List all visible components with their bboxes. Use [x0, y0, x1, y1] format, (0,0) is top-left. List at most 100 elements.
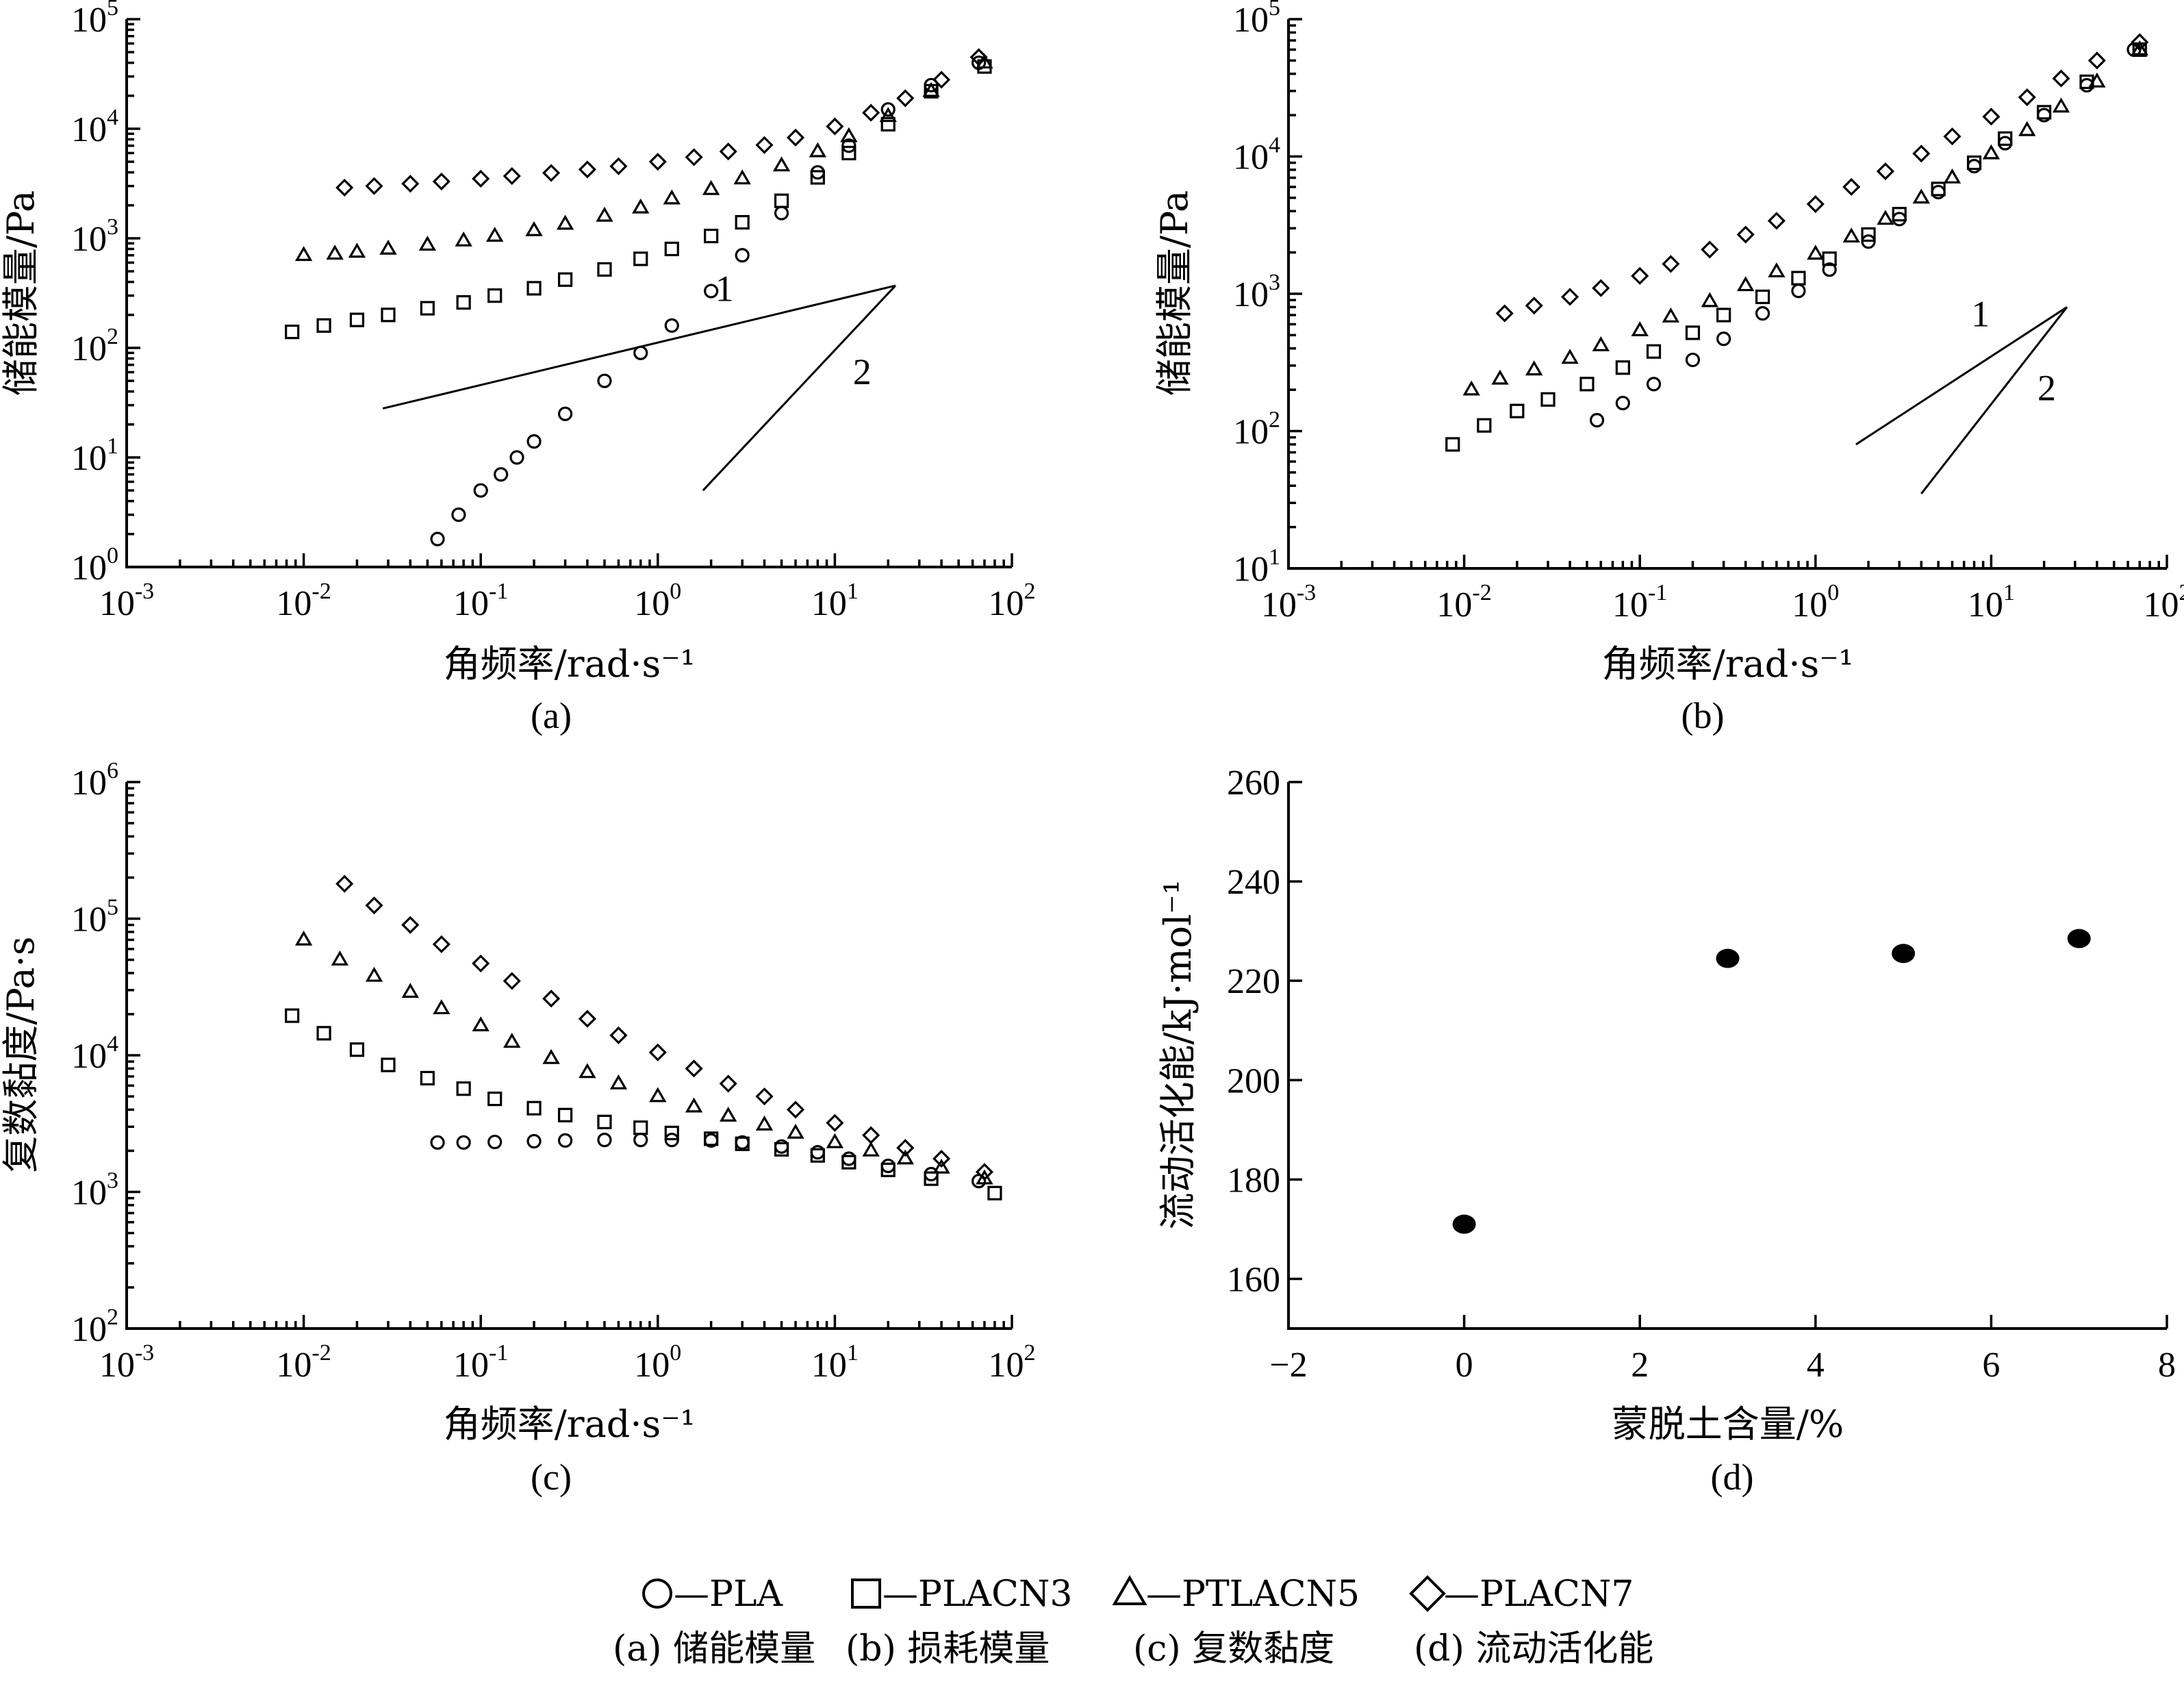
- legend-marker-triangle: [1112, 1575, 1147, 1605]
- data-point: [1982, 144, 2001, 160]
- data-point: [880, 1158, 896, 1174]
- data-point: [1998, 136, 2013, 151]
- data-point: [880, 116, 896, 131]
- y-tick-label: 102: [71, 1305, 118, 1349]
- y-tick-label: 103: [71, 214, 118, 259]
- data-point: [1510, 403, 1525, 418]
- y-axis-label: 储能模量/Pa: [0, 190, 42, 396]
- series-PLACN7: [1495, 33, 2149, 323]
- data-point: [596, 206, 613, 222]
- y-tick-label: 100: [71, 543, 118, 588]
- data-point: [2088, 72, 2106, 88]
- reference-line-label: 2: [853, 351, 872, 392]
- data-point: [432, 935, 450, 953]
- data-point: [774, 193, 789, 208]
- data-point: [1943, 127, 1961, 146]
- y-tick-label: 106: [71, 758, 118, 803]
- reference-line-label: 1: [1971, 294, 1990, 335]
- data-point: [1755, 289, 1770, 305]
- data-point: [2037, 105, 2052, 120]
- x-axis-label: 角频率/rad·s⁻¹: [444, 1402, 696, 1446]
- data-point: [381, 307, 396, 323]
- y-axis-label: 储能模量/Pa: [1153, 190, 1196, 396]
- data-point: [503, 167, 521, 186]
- data-point: [841, 1155, 856, 1170]
- y-tick-label: 260: [1227, 764, 1280, 803]
- data-point: [509, 450, 524, 465]
- data-point: [922, 81, 940, 97]
- data-point: [597, 1133, 612, 1148]
- data-point: [809, 142, 827, 158]
- data-point: [2018, 88, 2036, 107]
- data-point: [649, 1087, 667, 1103]
- x-tick-label: 10-3: [99, 579, 154, 623]
- x-tick-label: −2: [1269, 1346, 1307, 1385]
- data-point: [1445, 437, 1460, 452]
- data-point: [633, 1133, 648, 1148]
- y-tick-label: 103: [1233, 270, 1280, 314]
- y-tick-label: 105: [71, 895, 118, 940]
- data-point: [924, 1171, 939, 1186]
- data-point: [335, 178, 354, 197]
- x-tick-label: 8: [2158, 1346, 2176, 1385]
- data-point: [975, 1163, 994, 1181]
- data-point: [1912, 188, 1930, 204]
- legend-label: —PTLACN5: [1146, 1574, 1360, 1615]
- series-PTLACN5: [294, 930, 993, 1185]
- data-point: [1892, 212, 1907, 227]
- data-point: [557, 1133, 573, 1148]
- data-point: [285, 1008, 300, 1023]
- data-point: [1491, 369, 1509, 385]
- x-tick-label: 102: [2144, 580, 2184, 625]
- data-point: [969, 48, 988, 66]
- data-point: [609, 157, 628, 175]
- data-point: [2131, 33, 2149, 51]
- data-point: [1615, 395, 1630, 411]
- data-point: [735, 248, 750, 263]
- data-point: [503, 1033, 521, 1048]
- data-point: [702, 179, 720, 195]
- reference-line-2: [702, 285, 897, 492]
- data-point: [609, 1074, 628, 1090]
- data-point: [663, 189, 681, 205]
- data-point: [401, 175, 420, 193]
- legend-marker-circle: [642, 1578, 672, 1609]
- axes-frame: [1287, 782, 2167, 1330]
- data-point: [542, 990, 561, 1008]
- data-point: [1877, 210, 1894, 225]
- data-point: [578, 1009, 596, 1028]
- reference-line-2: [1920, 306, 2068, 494]
- data-point: [1662, 307, 1680, 323]
- data-point: [348, 242, 366, 258]
- data-point: [609, 1026, 628, 1044]
- data-point: [633, 1120, 648, 1135]
- x-tick-label: 100: [1792, 580, 1839, 625]
- y-tick-label: 104: [71, 1031, 118, 1076]
- data-point: [326, 244, 344, 260]
- data-point: [1579, 377, 1595, 392]
- y-axis-label: 流动活化能/kJ·mol⁻¹: [1156, 880, 1199, 1230]
- series-PLA: [430, 55, 987, 546]
- data-point: [578, 160, 596, 179]
- data-point: [648, 1043, 667, 1061]
- data-point: [1615, 360, 1630, 375]
- y-tick-label: 103: [71, 1168, 118, 1213]
- data-point: [1998, 131, 2013, 146]
- x-tick-label: 102: [989, 1340, 1036, 1385]
- y-tick-label: 101: [71, 433, 118, 478]
- data-point: [772, 156, 791, 172]
- data-point: [810, 165, 825, 180]
- y-tick-label: 102: [71, 324, 118, 368]
- data-point: [526, 434, 542, 449]
- data-point: [1561, 349, 1579, 364]
- data-point: [1701, 240, 1719, 259]
- data-point: [472, 169, 490, 188]
- data-point: [1592, 336, 1610, 351]
- x-axis-label: 角频率/rad·s⁻¹: [1602, 642, 1854, 685]
- data-point: [2131, 40, 2148, 55]
- panel-label: (c): [531, 1457, 572, 1498]
- x-axis-label: 角频率/rad·s⁻¹: [444, 642, 696, 685]
- data-point: [430, 531, 445, 546]
- data-point: [1912, 144, 1931, 163]
- data-point: [719, 1074, 737, 1093]
